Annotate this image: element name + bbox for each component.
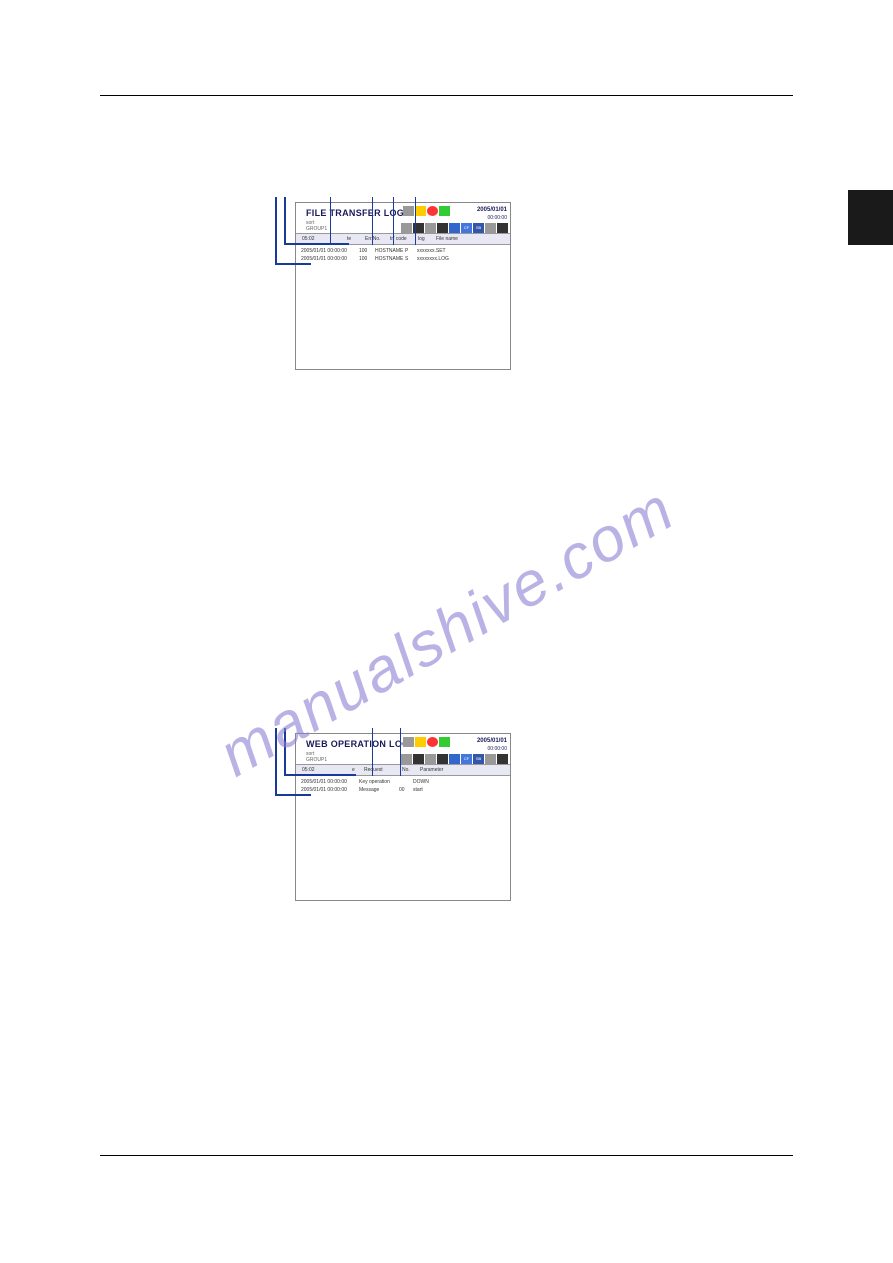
cf-icon[interactable]: CF [461, 754, 472, 764]
header-date: 2005/01/01 [477, 207, 507, 213]
log-rows: 2005/01/01 00:00:00 Key operation DOWN 2… [296, 776, 510, 796]
ok-icon [439, 206, 450, 216]
callout-pointer [400, 728, 401, 776]
tool-icon[interactable] [485, 754, 496, 764]
callout-pointer [372, 197, 373, 245]
tool-icon[interactable] [425, 223, 436, 233]
cell: Message [358, 787, 398, 793]
callout-pointer [284, 197, 349, 245]
cell: 00 [398, 787, 412, 793]
page-bottom-rule [100, 1155, 793, 1156]
alarm-icon [415, 206, 426, 216]
cell: start [412, 787, 424, 793]
header-date: 2005/01/01 [477, 738, 507, 744]
cell: 100 [358, 248, 374, 254]
col-header: Parameter [418, 767, 445, 773]
callout-pointer [393, 197, 394, 245]
col-header: File name [434, 236, 460, 242]
cell: HOSTNAME [374, 248, 404, 254]
col-header: log [416, 236, 434, 242]
tool-icon[interactable] [401, 223, 412, 233]
toolbar-icons: CF SB [401, 223, 508, 233]
cell: DOWN [412, 779, 430, 785]
page-top-rule [100, 95, 793, 96]
tool-icon[interactable] [449, 754, 460, 764]
tool-icon[interactable] [413, 754, 424, 764]
header-time: 00:00:00 [488, 215, 507, 221]
table-row: 2005/01/01 00:00:00 100 HOSTNAME S xxxxx… [300, 255, 506, 263]
table-row: 2005/01/01 00:00:00 100 HOSTNAME P xxxxx… [300, 247, 506, 255]
cf-icon[interactable]: CF [461, 223, 472, 233]
callout-pointer [372, 728, 373, 776]
callout-pointer [330, 197, 331, 245]
callout-pointer [284, 728, 356, 776]
cell: xxxxxxxx.LOG [416, 256, 450, 262]
cell: xxxxxxx.SET [416, 248, 447, 254]
col-header: No. [400, 767, 418, 773]
cell: 100 [358, 256, 374, 262]
table-row: 2005/01/01 00:00:00 Key operation DOWN [300, 778, 506, 786]
tool-icon[interactable] [449, 223, 460, 233]
status-icon [403, 737, 414, 747]
cell: P [404, 248, 416, 254]
record-icon [427, 737, 438, 747]
tool-icon[interactable] [497, 223, 508, 233]
cell: HOSTNAME [374, 256, 404, 262]
ok-icon [439, 737, 450, 747]
record-icon [427, 206, 438, 216]
tool-icon[interactable] [485, 223, 496, 233]
table-row: 2005/01/01 00:00:00 Message 00 start [300, 786, 506, 794]
cell: Key operation [358, 779, 398, 785]
tool-icon[interactable] [497, 754, 508, 764]
header-time: 00:00:00 [488, 746, 507, 752]
tool-icon[interactable] [437, 223, 448, 233]
col-header: Err.No. [363, 236, 388, 242]
tool-icon[interactable] [425, 754, 436, 764]
alarm-icon [415, 737, 426, 747]
toolbar-icons: CF SB [401, 754, 508, 764]
col-header: Request [362, 767, 400, 773]
sb-icon[interactable]: SB [473, 223, 484, 233]
tool-icon[interactable] [437, 754, 448, 764]
side-tab [848, 190, 893, 245]
status-icon [403, 206, 414, 216]
cell: S [404, 256, 416, 262]
log-rows: 2005/01/01 00:00:00 100 HOSTNAME P xxxxx… [296, 245, 510, 265]
sb-icon[interactable]: SB [473, 754, 484, 764]
callout-pointer [415, 197, 416, 245]
tool-icon[interactable] [401, 754, 412, 764]
